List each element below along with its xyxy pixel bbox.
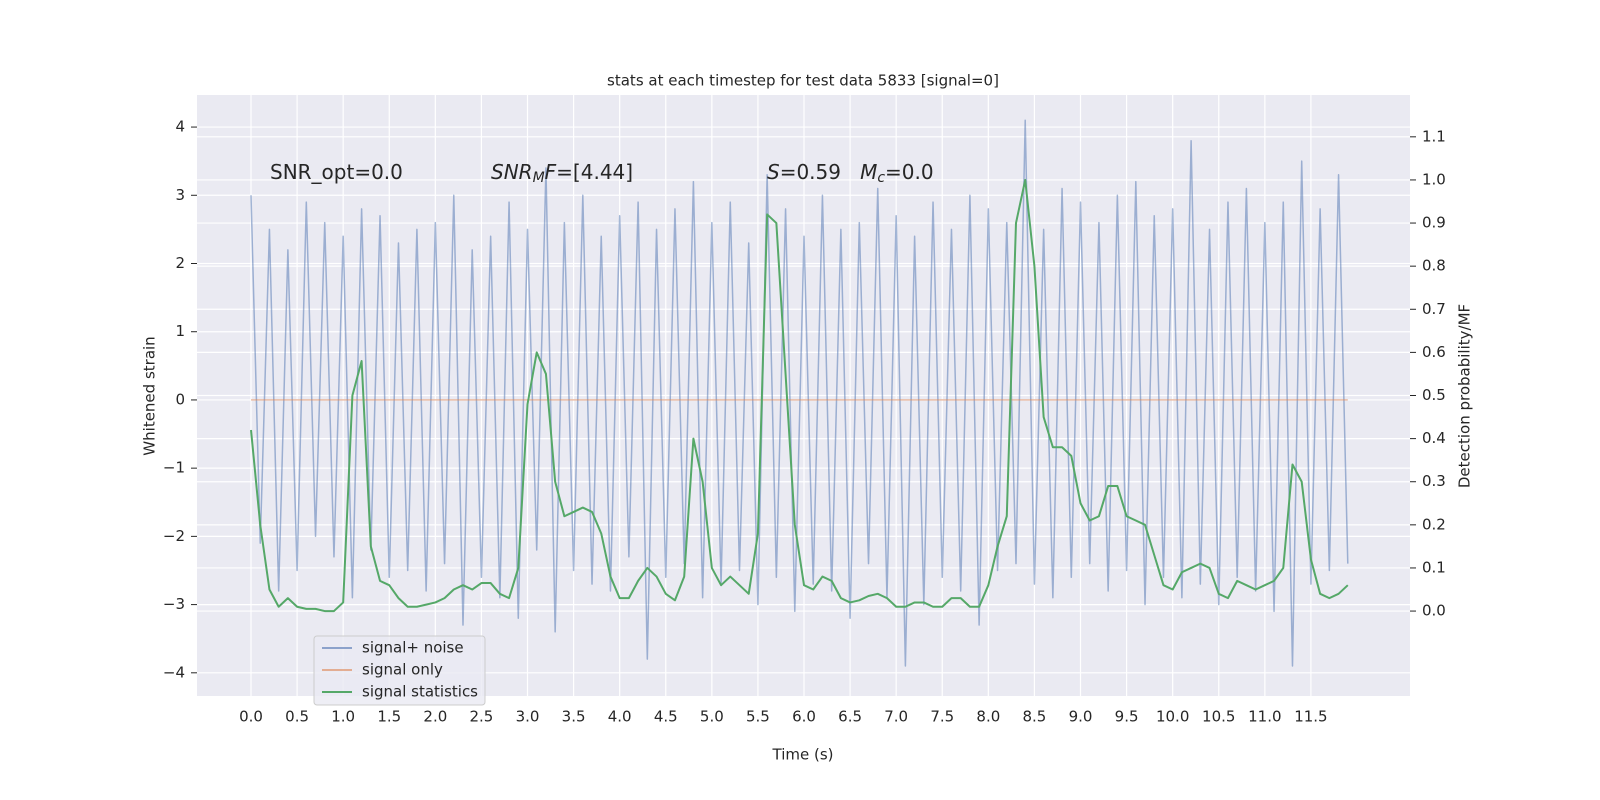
y2-tick-label: 0.5 [1422,386,1446,404]
y-tick-label: 2 [175,254,185,272]
x-tick-label: 10.5 [1202,708,1235,726]
x-tick-label: 11.0 [1248,708,1281,726]
y2-tick-label: 0.0 [1422,602,1446,620]
x-tick-label: 0.0 [239,708,263,726]
x-axis-label: Time (s) [772,746,834,764]
annotation-part: =0.59 [780,160,860,184]
y-tick-label: 4 [175,118,185,136]
annotation-part: c [877,170,885,186]
annotation-part: =[4.44] [556,160,633,184]
x-tick-label: 7.5 [930,708,954,726]
x-tick-label: 7.0 [884,708,908,726]
series-line [250,119,1349,667]
series-line [250,178,1349,613]
labels: 0.0 0.5 1.0 1.5 2.0 2.5 3.0 3.5 4.0 4.5 5.0 5.5 6.0 6… [163,118,1446,726]
annotation-part: F [545,160,557,184]
legend-frame [313,635,486,706]
y-tick-label: 0 [175,390,185,408]
y-tick-label: −4 [163,663,185,681]
annotation-part: SNR_opt=0.0 [270,160,403,184]
y-tick-label: −3 [163,595,185,613]
x-tick-label: 1.0 [331,708,355,726]
x-tick-label: 2.0 [423,708,447,726]
annotation: SNR_opt=0.0 [270,160,403,184]
x-tick-label: 1.5 [377,708,401,726]
legend-label: signal only [362,661,443,679]
legend-label: signal statistics [362,683,478,701]
y2-tick-label: 1.1 [1422,127,1446,145]
y2-tick-label: 0.3 [1422,472,1446,490]
x-tick-label: 3.0 [516,708,540,726]
annotation-part: S [767,160,780,184]
x-tick-label: 4.5 [654,708,678,726]
x-tick-label: 10.0 [1156,708,1189,726]
x-tick-label: 9.5 [1115,708,1139,726]
x-tick-label: 6.0 [792,708,816,726]
x-tick-label: 11.5 [1294,708,1327,726]
x-tick-label: 5.0 [700,708,724,726]
x-tick-label: 2.5 [469,708,493,726]
x-tick-label: 8.5 [1022,708,1046,726]
y2-tick-label: 0.7 [1422,300,1446,318]
x-tick-label: 9.0 [1069,708,1093,726]
x-tick-label: 3.5 [562,708,586,726]
y2-tick-label: 0.1 [1422,558,1446,576]
annotation: SNRMF=[4.44] [491,160,633,187]
x-tick-label: 8.0 [976,708,1000,726]
y2-tick-label: 0.8 [1422,257,1446,275]
y-tick-label: −2 [163,527,185,545]
y-tick-label: 1 [175,322,185,340]
x-tick-label: 6.5 [838,708,862,726]
y2-axis-label: Detection probability/MF [1456,304,1474,488]
legend: signal+ noise signal only signal statistic… [313,635,486,706]
legend-label: signal+ noise [362,639,464,657]
x-tick-label: 0.5 [285,708,309,726]
x-tick-label: 4.0 [608,708,632,726]
y2-tick-label: 0.9 [1422,214,1446,232]
annotation-part: M [533,170,545,186]
y-tick-label: 3 [175,186,185,204]
annotation-part: M [860,160,877,184]
y-tick-label: −1 [163,459,185,477]
y2-tick-label: 0.4 [1422,429,1446,447]
y2-tick-label: 0.6 [1422,343,1446,361]
y-axis-label: Whitened strain [141,336,159,455]
annotation-part: =0.0 [885,160,934,184]
x-tick-label: 5.5 [746,708,770,726]
chart-title: stats at each timestep for test data 583… [607,72,999,90]
annotation: S=0.59 Mc=0.0 [767,160,934,187]
marks [250,119,1349,667]
y2-tick-label: 1.0 [1422,170,1446,188]
annotation-part: SNR [491,160,533,184]
y2-tick-label: 0.2 [1422,515,1446,533]
